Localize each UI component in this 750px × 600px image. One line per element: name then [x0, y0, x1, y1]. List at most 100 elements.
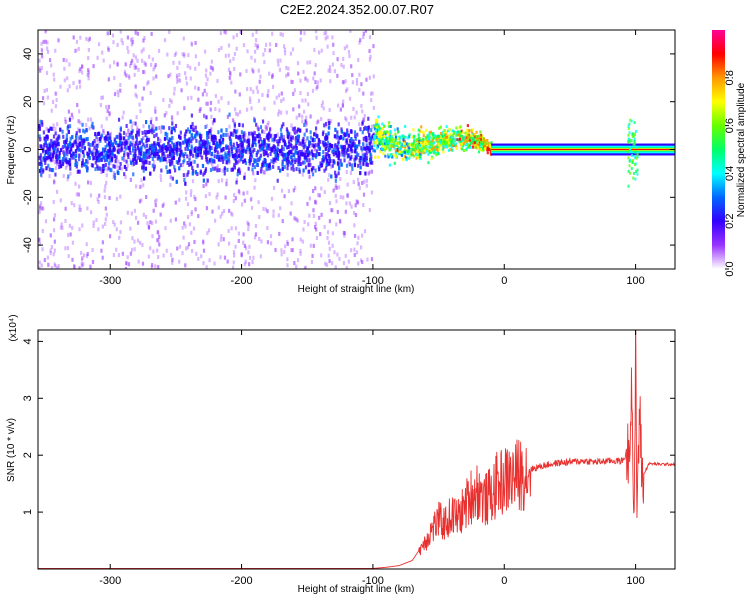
spectrogram-cell: [78, 266, 81, 269]
spectrogram-cell: [471, 128, 474, 132]
spectrogram-cell: [124, 175, 127, 180]
spectrogram-cell: [298, 149, 302, 154]
spectrogram-cell: [192, 153, 195, 158]
spectrogram-cell: [136, 146, 140, 151]
spectrogram-cell: [122, 130, 126, 135]
spectrogram-cell: [470, 140, 473, 144]
spectrogram-cell: [465, 135, 468, 139]
spectrogram-cell: [242, 191, 245, 196]
spectrogram-cell: [66, 143, 70, 148]
spectrogram-cell: [192, 125, 195, 130]
spectrogram-cell: [371, 160, 374, 165]
spectrogram-cell: [232, 56, 235, 61]
spectrogram-cell: [466, 124, 469, 128]
spectrogram-cell: [260, 139, 264, 144]
spectrogram-cell: [303, 142, 306, 147]
spectrogram-cell: [317, 193, 320, 198]
spectrogram-cell: [130, 160, 133, 165]
spectrogram-cell: [237, 238, 240, 243]
spectrogram-cell: [113, 60, 116, 65]
spectrogram-cell: [131, 148, 135, 153]
spectrogram-cell: [360, 147, 364, 152]
spectrogram-cell: [53, 77, 56, 82]
spectrogram-cell: [87, 142, 90, 147]
spectrogram-cell: [306, 60, 309, 65]
spectrogram-cell: [214, 138, 217, 143]
spectrogram-cell: [257, 139, 261, 144]
spectrogram-cell: [52, 150, 55, 155]
spectrogram-cell: [287, 72, 290, 77]
spectrogram-cell: [350, 115, 353, 120]
spectrogram-cell: [85, 242, 88, 247]
spectrogram-cell: [246, 220, 249, 225]
spectrogram-cell: [292, 107, 295, 112]
spectrogram-cell: [257, 98, 261, 103]
spectrogram-cell: [174, 217, 177, 222]
spectrogram-cell: [156, 238, 159, 243]
spectrogram-cell: [256, 44, 259, 49]
spectrogram-cell: [157, 142, 161, 147]
spectrogram-cell: [377, 123, 380, 127]
spectrogram-cell: [286, 241, 289, 246]
spectrogram-cell: [153, 65, 156, 70]
spectrogram-cell: [130, 247, 134, 252]
spectrogram-cell: [78, 109, 81, 114]
spectrogram-cell: [38, 206, 42, 211]
spectrogram-cell: [233, 165, 236, 170]
spectrogram-cell: [266, 133, 269, 138]
spectrogram-cell: [44, 219, 48, 224]
spectrogram-cell: [292, 188, 295, 193]
spectrogram-cell: [634, 150, 637, 154]
spectrogram-cell: [311, 172, 315, 177]
spectrogram-cell: [104, 184, 107, 189]
spectrogram-cell: [171, 121, 174, 126]
spectrogram-cell: [113, 92, 117, 97]
spectrogram-cell: [350, 145, 353, 150]
spectrogram-cell: [377, 124, 380, 128]
spectrogram-cell: [267, 166, 270, 171]
spectrogram-cell: [292, 107, 295, 112]
spectrogram-cell: [147, 137, 151, 142]
spectrogram-cell: [480, 137, 484, 141]
spectrogram-cell: [344, 141, 347, 146]
spectrogram-cell: [295, 167, 298, 172]
spectrogram-cell: [631, 134, 634, 138]
spectrogram-cell: [198, 140, 201, 145]
spectrogram-cell: [371, 91, 374, 96]
spectrogram-cell: [240, 130, 243, 135]
spectrogram-cell: [210, 127, 213, 132]
spectrogram-cell: [226, 132, 229, 137]
spectrogram-cell: [633, 171, 636, 175]
spectrogram-cell: [143, 176, 146, 181]
spectrogram-cell: [174, 146, 177, 151]
spectrogram-cell: [151, 263, 154, 268]
spectrogram-cell: [76, 137, 79, 142]
spectrogram-cell: [432, 147, 435, 151]
spectrogram-cell: [264, 147, 267, 152]
spectrogram-cell: [136, 31, 140, 36]
spectrogram-cell: [304, 98, 307, 103]
spectrogram-cell: [57, 155, 60, 160]
spectrogram-cell: [354, 144, 357, 149]
spectrogram-cell: [328, 107, 331, 112]
spectrogram-cell: [72, 35, 75, 40]
spectrogram-cell: [118, 136, 121, 141]
spectrogram-cell: [246, 190, 249, 195]
spectrogram-cell: [151, 123, 154, 128]
spectrogram-cell: [264, 125, 267, 130]
spectrogram-cell: [41, 247, 44, 252]
spectrogram-cell: [129, 251, 133, 256]
spectrogram-cell: [113, 137, 116, 142]
spectrogram-cell: [255, 159, 258, 164]
spectrogram-cell: [126, 45, 129, 50]
spectrogram-cell: [433, 145, 437, 149]
spectrogram-cell: [233, 128, 236, 133]
spectrogram-cell: [184, 71, 187, 76]
spectrogram-cell: [260, 239, 263, 244]
spectrogram-cell: [388, 136, 392, 140]
spectrogram-cell: [462, 141, 465, 145]
spectrogram-cell: [247, 143, 251, 148]
spectrogram-cell: [462, 131, 465, 135]
spectrogram-cell: [177, 134, 181, 139]
spectrogram-cell: [180, 88, 183, 93]
